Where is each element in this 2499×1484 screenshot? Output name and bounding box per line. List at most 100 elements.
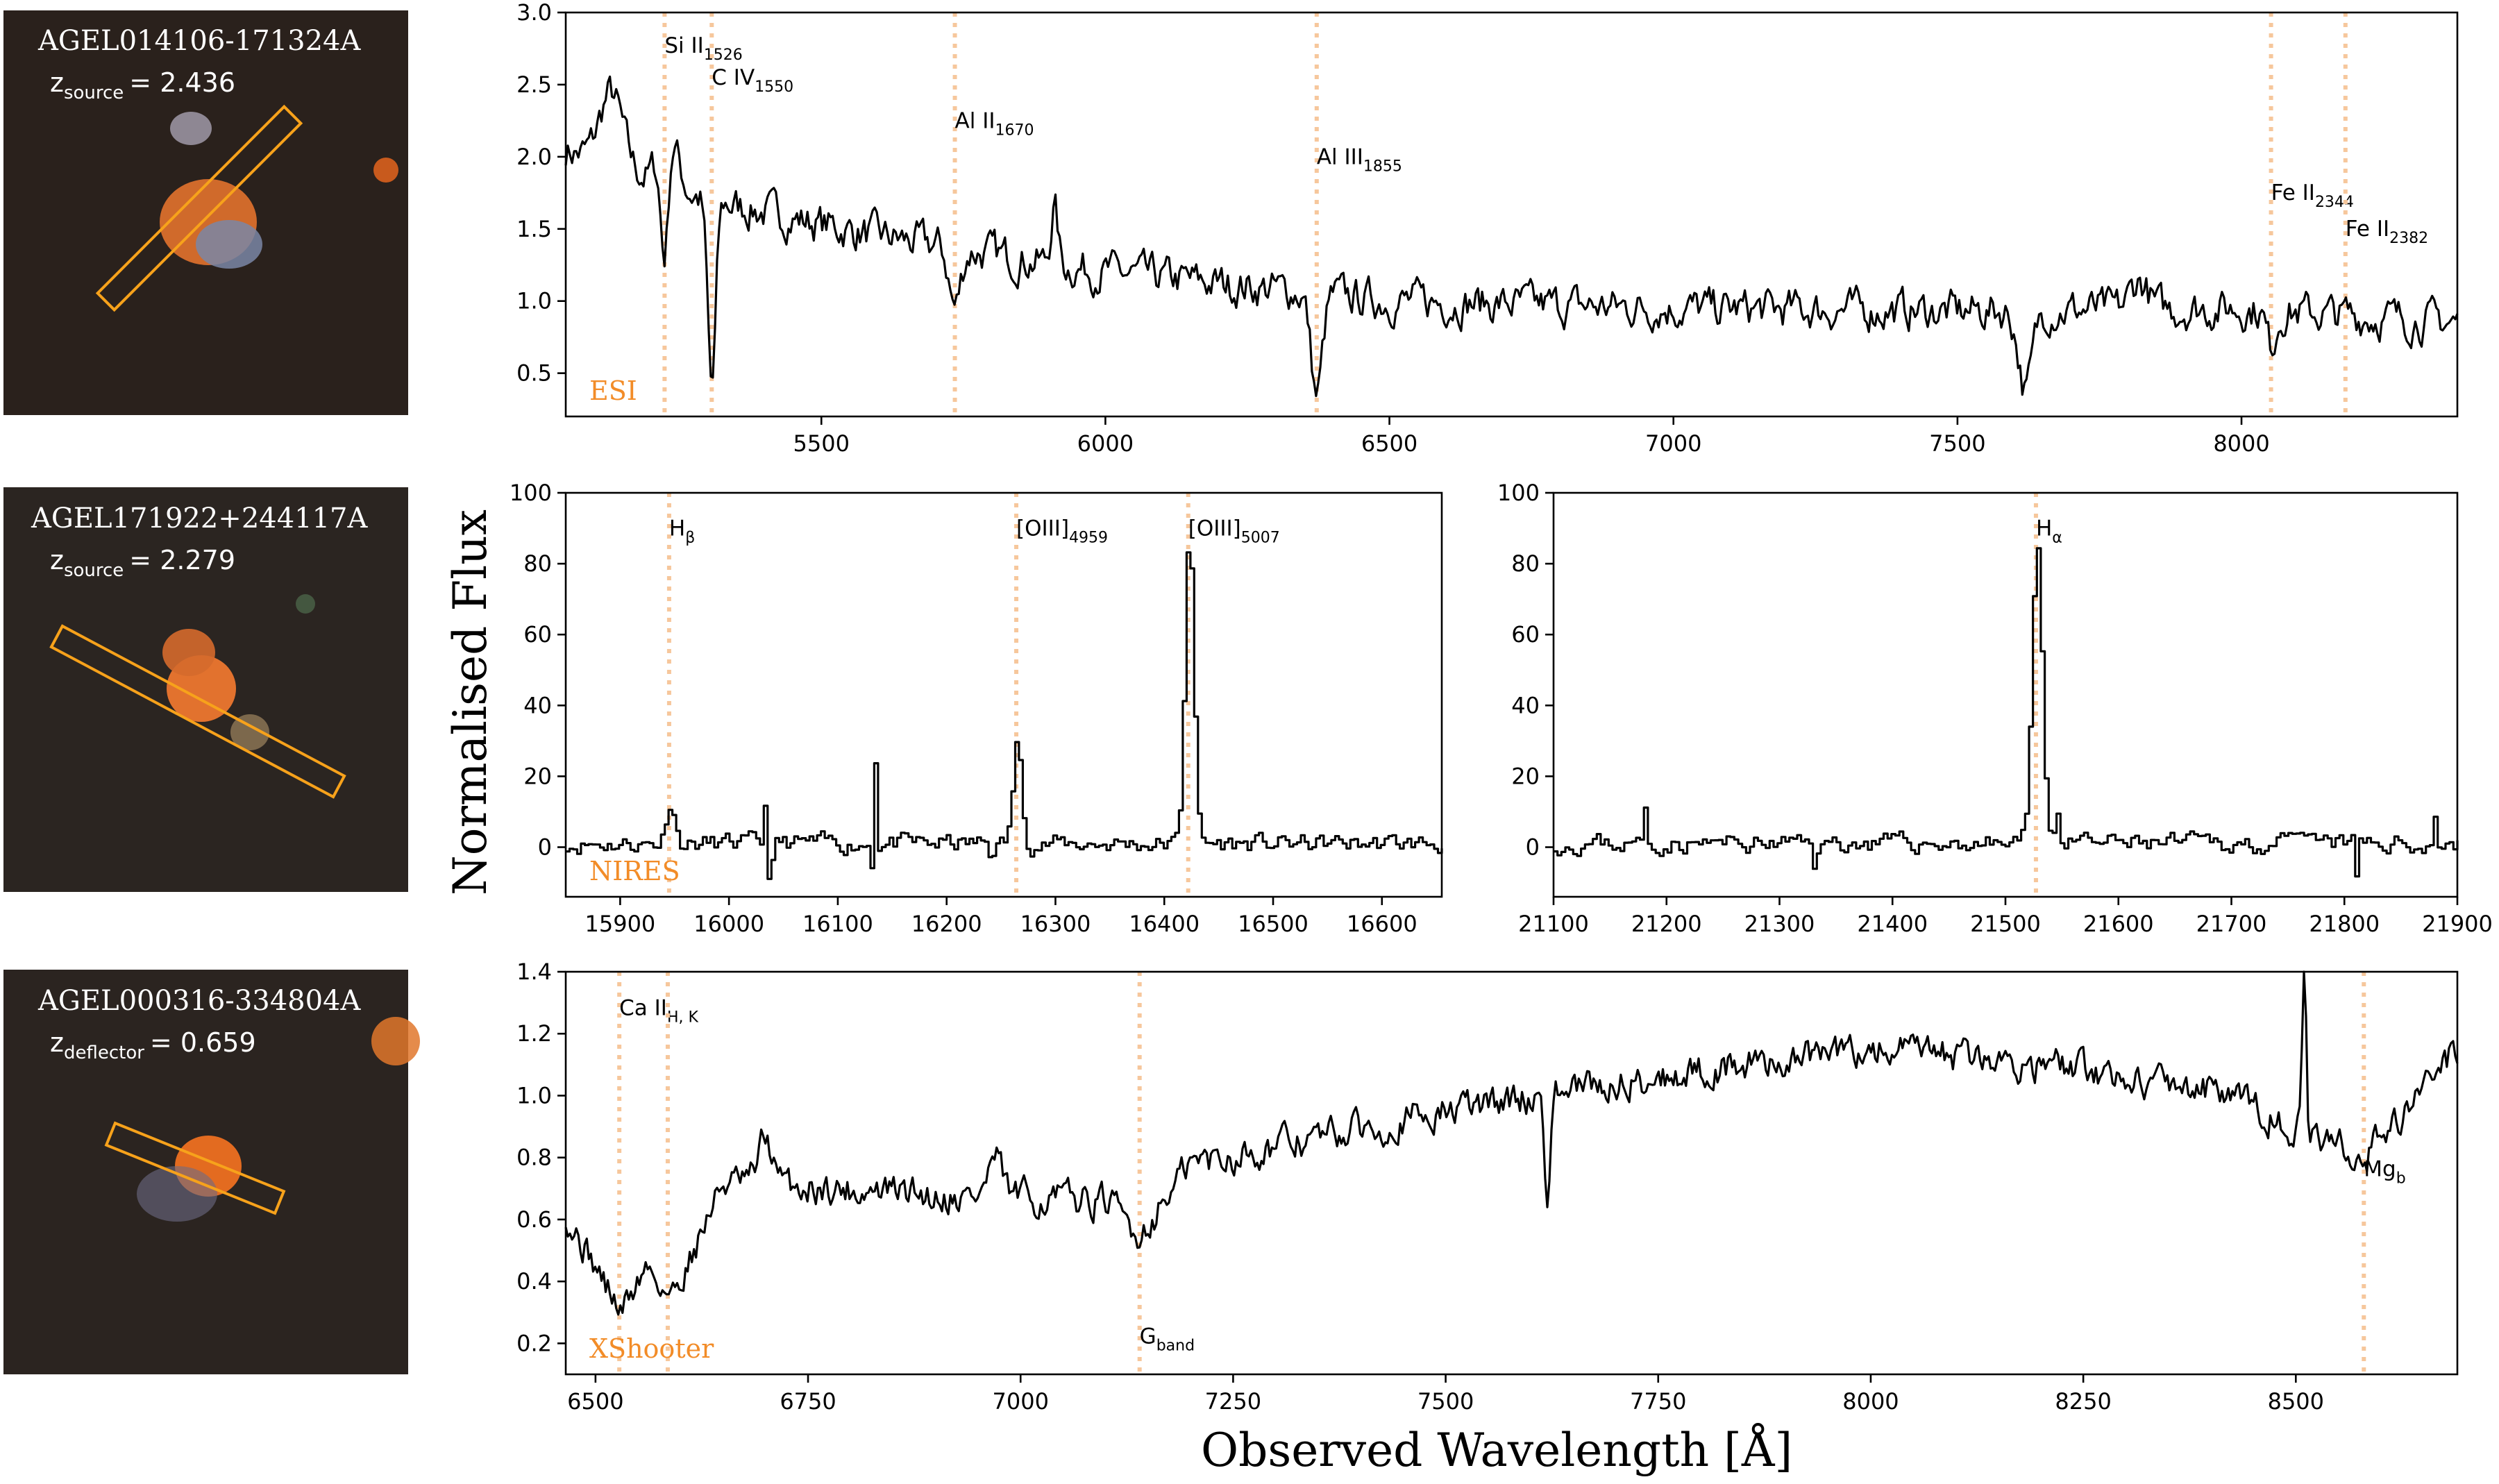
y-tick-label: 100 <box>1497 480 1540 506</box>
thumbnail-title: AGEL014106-171324A <box>37 25 362 57</box>
x-tick-label: 21300 <box>1744 911 1815 937</box>
y-tick-label: 1.0 <box>516 1082 552 1108</box>
x-tick-label: 7500 <box>1417 1388 1474 1415</box>
x-tick-label: 16500 <box>1238 911 1309 937</box>
x-tick-label: 6750 <box>780 1388 836 1415</box>
x-tick-label: 7250 <box>1205 1388 1261 1415</box>
y-tick-label: 2.0 <box>516 144 552 170</box>
x-tick-label: 16400 <box>1129 911 1200 937</box>
spectral-line-label: Al II1670 <box>955 108 1034 139</box>
y-tick-label: 60 <box>1511 621 1540 648</box>
thumbnail-panel-2: AGEL171922+244117A zsource = 2.279 <box>3 487 408 892</box>
thumbnail-redshift: zsource = 2.436 <box>50 67 235 103</box>
thumbnail-panel-3: AGEL000316-334804A zdeflector = 0.659 <box>3 970 420 1374</box>
y-tick-label: 20 <box>523 763 552 789</box>
x-tick-label: 21100 <box>1518 911 1589 937</box>
y-tick-label: 40 <box>523 692 552 718</box>
y-tick-label: 40 <box>1511 692 1540 718</box>
spectral-line-label: Al III1855 <box>1317 144 1402 175</box>
x-tick-label: 21200 <box>1631 911 1702 937</box>
x-tick-label: 8250 <box>2055 1388 2111 1415</box>
instrument-label: ESI <box>589 376 637 406</box>
x-tick-label: 15900 <box>584 911 655 937</box>
xshooter-spectrum-panel: Ca IIH, K Gband Mgb 6500 6750 7000 7250 7500 775… <box>516 959 2459 1415</box>
y-tick-label: 2.5 <box>516 71 552 98</box>
spectrum-line <box>564 75 2459 398</box>
y-tick-label: 1.2 <box>516 1020 552 1047</box>
spectral-line-label: [OIII]4959 <box>1016 516 1108 546</box>
y-tick-label: 80 <box>1511 550 1540 577</box>
x-tick-label: 21700 <box>2196 911 2267 937</box>
x-axis-label: Observed Wavelength [Å] <box>1201 1424 1792 1477</box>
x-tick-label: 21900 <box>2422 911 2493 937</box>
x-tick-label: 6500 <box>1361 430 1417 457</box>
spectrum-line <box>1554 547 2459 878</box>
plot-frame <box>564 491 1443 898</box>
spectral-line-label: [OIII]5007 <box>1188 516 1280 546</box>
x-tick-label: 7000 <box>1645 430 1701 457</box>
y-tick-label: 100 <box>510 480 552 506</box>
spectral-line-label: Si II1526 <box>664 33 742 64</box>
y-tick-label: 0.6 <box>516 1206 552 1233</box>
thumbnail-redshift: zdeflector = 0.659 <box>50 1027 256 1063</box>
x-tick-label: 16000 <box>693 911 764 937</box>
x-tick-label: 6500 <box>567 1388 623 1415</box>
x-tick-label: 21400 <box>1857 911 1928 937</box>
y-tick-label: 1.5 <box>516 216 552 242</box>
y-tick-label: 0 <box>1526 834 1540 861</box>
slit-outline <box>49 624 346 799</box>
y-tick-label: 3.0 <box>516 0 552 26</box>
spectrum-line <box>566 551 1443 880</box>
x-tick-label: 8000 <box>1842 1388 1899 1415</box>
spectrum-line <box>564 970 2459 1316</box>
spectral-line-label: Hβ <box>669 516 695 546</box>
plot-frame <box>1552 491 2459 898</box>
y-tick-label: 20 <box>1511 763 1540 789</box>
x-tick-label: 21600 <box>2083 911 2154 937</box>
instrument-label: NIRES <box>589 856 680 886</box>
plot-frame <box>564 970 2459 1376</box>
slit-outline <box>95 104 303 312</box>
y-tick-label: 1.4 <box>516 959 552 985</box>
thumbnail-redshift: zsource = 2.279 <box>50 545 235 581</box>
x-tick-label: 7000 <box>993 1388 1049 1415</box>
y-axis-label: Normalised Flux <box>444 509 497 895</box>
x-tick-label: 21500 <box>1970 911 2041 937</box>
x-tick-label: 7500 <box>1929 430 1985 457</box>
x-tick-label: 5500 <box>793 430 850 457</box>
y-tick-label: 0.2 <box>516 1330 552 1356</box>
slit-outline <box>104 1121 286 1215</box>
y-tick-label: 80 <box>523 550 552 577</box>
y-tick-label: 0 <box>538 834 552 861</box>
spectral-line-label: Ca IIH, K <box>619 995 698 1026</box>
x-tick-label: 16600 <box>1347 911 1417 937</box>
thumbnail-panel-1: AGEL014106-171324A zsource = 2.436 <box>3 10 408 415</box>
spectral-line-label: Gband <box>1140 1324 1195 1354</box>
nires-halpha-panel: Hα 21100 21200 21300 21400 21500 21600 21700 218… <box>1497 480 2493 937</box>
thumbnail-title: AGEL171922+244117A <box>31 503 369 534</box>
y-tick-label: 0.4 <box>516 1268 552 1295</box>
instrument-label: XShooter <box>589 1333 714 1364</box>
y-tick-label: 0.5 <box>516 360 552 387</box>
y-tick-label: 1.0 <box>516 288 552 314</box>
plot-frame <box>564 11 2459 418</box>
x-tick-label: 6000 <box>1077 430 1134 457</box>
x-tick-label: 21800 <box>2309 911 2380 937</box>
x-tick-label: 8000 <box>2213 430 2269 457</box>
x-tick-label: 8500 <box>2268 1388 2324 1415</box>
x-tick-label: 16300 <box>1020 911 1091 937</box>
spectral-line-label: C IV1550 <box>712 65 793 96</box>
spectral-line-label: Fe II2382 <box>2346 217 2428 247</box>
spectral-line-label: Mgb <box>2364 1156 2405 1187</box>
spectral-line-label: Hα <box>2036 516 2062 546</box>
spectral-line-label: Fe II2344 <box>2271 180 2354 211</box>
x-tick-label: 7750 <box>1630 1388 1686 1415</box>
thumbnail-title: AGEL000316-334804A <box>37 985 362 1017</box>
y-tick-label: 60 <box>523 621 552 648</box>
y-tick-label: 0.8 <box>516 1145 552 1171</box>
nires-hbeta-oiii-panel: Hβ [OIII]4959 [OIII]5007 15900 16000 16100 162… <box>510 480 1443 937</box>
x-tick-label: 16100 <box>802 911 873 937</box>
x-tick-label: 16200 <box>911 911 982 937</box>
